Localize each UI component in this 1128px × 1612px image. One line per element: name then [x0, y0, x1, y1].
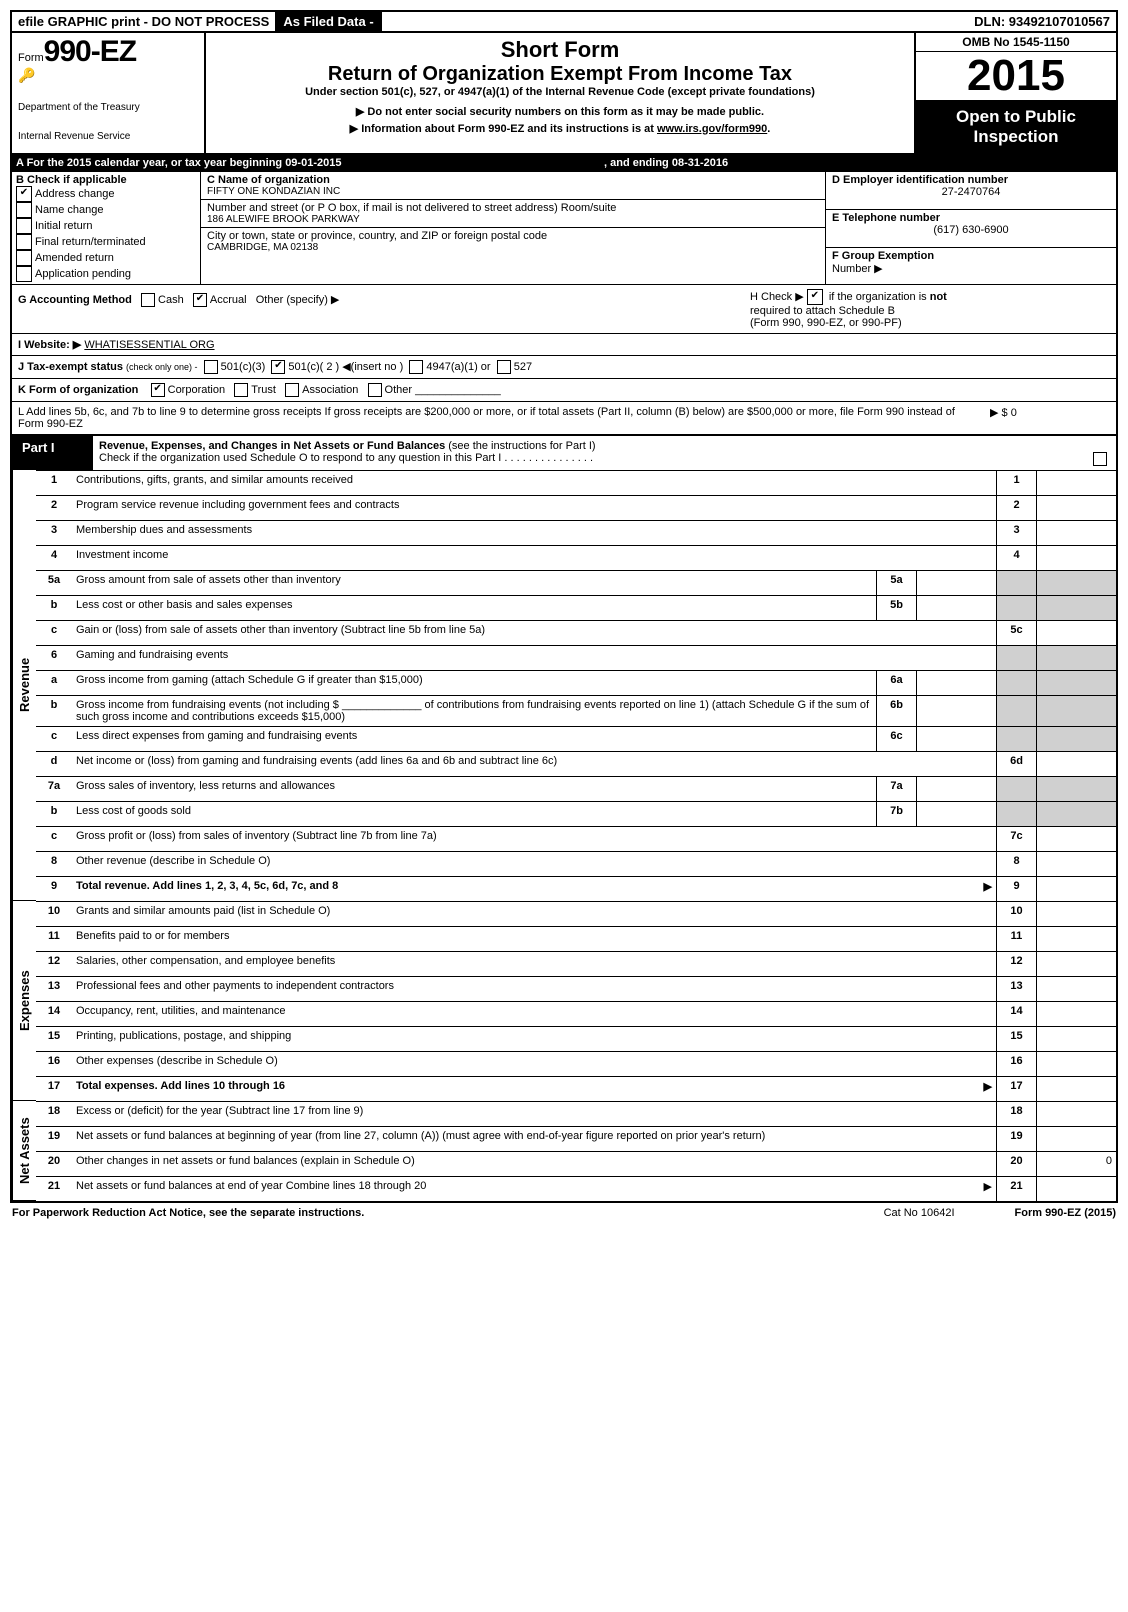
- k-trust[interactable]: [234, 383, 248, 397]
- j-527[interactable]: [497, 360, 511, 374]
- b-checkbox-3[interactable]: [16, 234, 32, 250]
- page-footer: For Paperwork Reduction Act Notice, see …: [10, 1203, 1118, 1223]
- open-public-badge: Open to Public Inspection: [916, 101, 1116, 153]
- short-form-title: Short Form: [214, 37, 906, 63]
- org-street: 186 ALEWIFE BROOK PARKWAY: [207, 214, 819, 225]
- f-label: F Group Exemption: [832, 250, 934, 262]
- part1-schedule-o-check[interactable]: [1093, 452, 1107, 466]
- b-checkbox-2[interactable]: [16, 218, 32, 234]
- col-d-f: D Employer identification number 27-2470…: [825, 172, 1116, 284]
- gross-receipts: ▶ $ 0: [980, 406, 1110, 430]
- ein: 27-2470764: [832, 186, 1110, 198]
- part1-grid: RevenueExpensesNet Assets1Contributions,…: [12, 470, 1116, 1201]
- row-a: A For the 2015 calendar year, or tax yea…: [12, 155, 1116, 172]
- row-g-h: G Accounting Method Cash ✔Accrual Other …: [12, 285, 1116, 334]
- b-checkbox-1[interactable]: [16, 202, 32, 218]
- side-revenue: Revenue: [12, 470, 36, 901]
- dept-treasury: Department of the Treasury: [18, 102, 198, 113]
- paperwork-notice: For Paperwork Reduction Act Notice, see …: [12, 1207, 884, 1219]
- col-c: C Name of organization FIFTY ONE KONDAZI…: [201, 172, 825, 284]
- k-assoc[interactable]: [285, 383, 299, 397]
- e-label: E Telephone number: [832, 212, 1110, 224]
- website: WHATISESSENTIAL ORG: [84, 339, 214, 351]
- telephone: (617) 630-6900: [832, 224, 1110, 236]
- year-block: OMB No 1545-1150 2015 Open to Public Ins…: [914, 33, 1116, 153]
- efile-topbar: efile GRAPHIC print - DO NOT PROCESS As …: [12, 12, 1116, 33]
- c-name-label: C Name of organization: [207, 174, 819, 186]
- tax-year: 2015: [916, 52, 1116, 101]
- form-990ez: efile GRAPHIC print - DO NOT PROCESS As …: [10, 10, 1118, 1203]
- j-4947[interactable]: [409, 360, 423, 374]
- j-501c3[interactable]: [204, 360, 218, 374]
- form-prefix: Form: [18, 52, 44, 64]
- c-city-label: City or town, state or province, country…: [207, 230, 819, 242]
- org-city: CAMBRIDGE, MA 02138: [207, 242, 819, 253]
- h-checkbox[interactable]: ✔: [807, 289, 823, 305]
- row-l: L Add lines 5b, 6c, and 7b to line 9 to …: [12, 402, 1116, 435]
- c-street-label: Number and street (or P O box, if mail i…: [207, 202, 819, 214]
- j-501c[interactable]: ✔: [271, 360, 285, 374]
- col-h: H Check ▶ ✔ if the organization is not r…: [744, 285, 1116, 333]
- form-header: Form 990-EZ 🔑 Department of the Treasury…: [12, 33, 1116, 155]
- efile-left: efile GRAPHIC print - DO NOT PROCESS: [12, 12, 275, 31]
- cash-checkbox[interactable]: [141, 293, 155, 307]
- key-icon: 🔑: [18, 67, 198, 84]
- b-check-0: ✔Address change: [16, 186, 196, 202]
- dept-irs: Internal Revenue Service: [18, 131, 198, 142]
- row-i: I Website: ▶ WHATISESSENTIAL ORG: [12, 334, 1116, 356]
- bullet-ssn: ▶ Do not enter social security numbers o…: [214, 104, 906, 121]
- accrual-checkbox[interactable]: ✔: [193, 293, 207, 307]
- form-id-block: Form 990-EZ 🔑 Department of the Treasury…: [12, 33, 206, 153]
- bullet-info: ▶ Information about Form 990-EZ and its …: [214, 121, 906, 138]
- col-g: G Accounting Method Cash ✔Accrual Other …: [12, 285, 744, 333]
- b-checkbox-4[interactable]: [16, 250, 32, 266]
- section-b-f: B Check if applicable ✔Address changeNam…: [12, 172, 1116, 285]
- side-expenses: Expenses: [12, 901, 36, 1101]
- form-number: 990-EZ: [44, 37, 136, 67]
- org-name: FIFTY ONE KONDAZIAN INC: [207, 186, 819, 197]
- k-other[interactable]: [368, 383, 382, 397]
- k-corp[interactable]: ✔: [151, 383, 165, 397]
- row-k: K Form of organization ✔Corporation Trus…: [12, 379, 1116, 402]
- b-label: B Check if applicable: [16, 174, 196, 186]
- b-check-5: Application pending: [16, 266, 196, 282]
- b-check-3: Final return/terminated: [16, 234, 196, 250]
- title-block: Short Form Return of Organization Exempt…: [206, 33, 914, 153]
- form-ref: Form 990-EZ (2015): [1015, 1207, 1117, 1219]
- b-check-4: Amended return: [16, 250, 196, 266]
- cat-no: Cat No 10642I: [884, 1207, 955, 1219]
- f-label2: Number ▶: [832, 263, 883, 275]
- col-b: B Check if applicable ✔Address changeNam…: [12, 172, 201, 284]
- omb-number: OMB No 1545-1150: [916, 33, 1116, 52]
- return-title: Return of Organization Exempt From Incom…: [214, 63, 906, 86]
- side-netassets: Net Assets: [12, 1101, 36, 1201]
- b-checkbox-0[interactable]: ✔: [16, 186, 32, 202]
- header-bullets: ▶ Do not enter social security numbers o…: [214, 104, 906, 137]
- b-checkbox-5[interactable]: [16, 266, 32, 282]
- efile-mid: As Filed Data -: [275, 12, 381, 31]
- b-check-1: Name change: [16, 202, 196, 218]
- part1-header: Part I Revenue, Expenses, and Changes in…: [12, 435, 1116, 470]
- part1-tab: Part I: [12, 436, 93, 470]
- dln: DLN: 93492107010567: [968, 12, 1116, 31]
- d-label: D Employer identification number: [832, 174, 1110, 186]
- row-j: J Tax-exempt status (check only one) - 5…: [12, 356, 1116, 379]
- under-section: Under section 501(c), 527, or 4947(a)(1)…: [214, 86, 906, 98]
- irs-link[interactable]: www.irs.gov/form990: [657, 123, 767, 135]
- b-check-2: Initial return: [16, 218, 196, 234]
